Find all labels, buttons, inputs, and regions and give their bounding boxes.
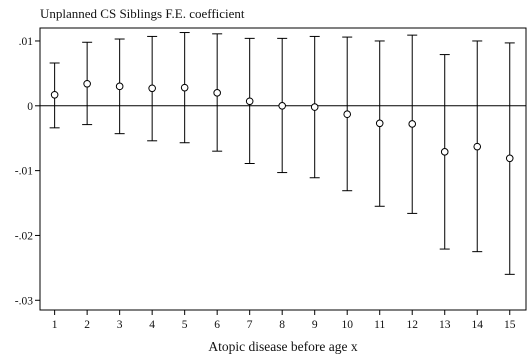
x-tick-label: 6: [214, 319, 220, 331]
x-tick-label: 9: [312, 319, 318, 331]
point-estimate: [310, 103, 319, 111]
point-estimate: [278, 101, 286, 110]
point-estimate: [440, 148, 449, 156]
point-estimate: [180, 83, 189, 92]
x-tick-label: 8: [279, 319, 285, 331]
point-estimate: [343, 110, 352, 119]
point-estimate: [245, 97, 254, 106]
x-tick-label: 7: [247, 319, 253, 331]
point-estimate: [83, 79, 91, 88]
x-tick-label: 1: [52, 319, 58, 331]
x-tick-label: 10: [341, 319, 353, 331]
point-estimate: [50, 90, 59, 99]
point-estimate: [473, 142, 482, 151]
y-tick-label: -.02: [15, 230, 33, 242]
y-tick-label: -.03: [15, 295, 33, 307]
point-estimate: [505, 154, 514, 163]
point-estimate: [408, 120, 417, 128]
y-tick-label: 0: [27, 101, 33, 113]
x-tick-label: 2: [84, 319, 90, 331]
x-tick-label: 13: [439, 319, 451, 331]
point-estimate: [148, 84, 156, 93]
x-tick-label: 5: [182, 319, 188, 331]
point-estimate: [115, 82, 124, 91]
y-tick-label: .01: [19, 36, 34, 48]
x-tick-label: 14: [471, 319, 483, 331]
x-tick-label: 3: [117, 319, 123, 331]
y-tick-label: -.01: [15, 166, 33, 178]
x-axis: 1 2 3 4 5 6 7 8 9 10 11 12 13 14 15: [52, 310, 516, 331]
point-estimate: [375, 119, 384, 128]
y-axis: .01 0 -.01 -.02 -.03: [15, 36, 40, 307]
chart-title: Unplanned CS Siblings F.E. coefficient: [40, 6, 245, 21]
x-tick-label: 11: [374, 319, 385, 331]
plot-frame: [39, 27, 527, 311]
x-tick-label: 4: [149, 319, 155, 331]
x-tick-label: 15: [504, 319, 516, 331]
point-estimate: [213, 89, 221, 97]
x-axis-label: Atopic disease before age x: [208, 339, 357, 354]
x-tick-label: 12: [406, 319, 418, 331]
data-marks: [49, 32, 515, 275]
